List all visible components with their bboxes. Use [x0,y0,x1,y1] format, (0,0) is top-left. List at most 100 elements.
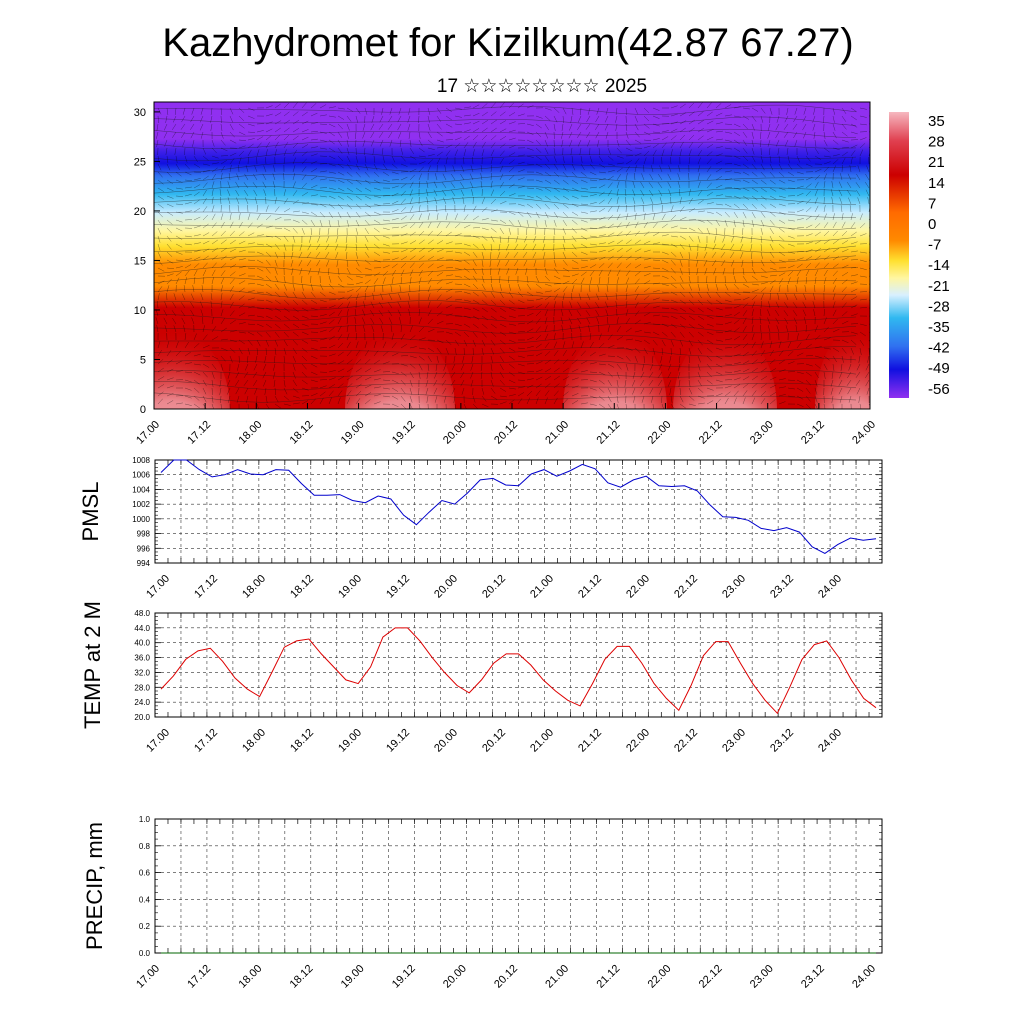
wind-barb-490 [247,149,252,157]
wind-barb-788 [769,179,776,185]
wind-barb-2544 [733,353,741,357]
wind-barb-1412 [625,239,632,245]
wind-barb-1021 [706,202,714,205]
wind-barb-2189 [418,317,422,325]
x-tick-label-12: 23.00 [720,573,748,601]
wind-barb-570 [247,156,249,165]
wind-barb-1794 [463,283,471,288]
wind-barb-2872 [805,387,811,394]
wind-barb-1405 [562,243,566,251]
x-tick-label-10: 22.00 [624,727,652,755]
wind-barb-16 [301,102,307,109]
wind-barb-389 [775,139,780,147]
wind-barb-378 [679,134,686,141]
wind-barb-1005 [562,203,569,209]
wind-barb-575 [292,157,296,165]
wind-barb-2731 [253,379,258,387]
wind-barb-435 [472,141,477,149]
wind-barb-2803 [184,387,192,391]
wind-barb-1155 [472,215,479,221]
wind-barb-237 [850,123,858,128]
wind-barb-423 [363,147,366,156]
wind-barb-1398 [498,243,501,251]
wind-barb-2165 [202,316,204,325]
wind-barb-1419 [688,243,692,251]
wind-barb-2032 [445,304,453,309]
wind-barb-1714 [463,275,471,280]
wind-barb-334 [283,134,290,141]
wind-barb-1003 [544,203,550,210]
wind-barb-2669 [418,371,421,379]
wind-barb-1765 [202,277,205,285]
wind-barb-2084 [190,309,195,317]
wind-barb-2837 [490,387,496,394]
wind-barb-55 [652,107,660,111]
wind-barb-2854 [640,387,645,395]
wind-barb-163 [180,123,186,130]
wind-barb-898 [319,195,327,198]
temperature-panel: 20.024.028.032.036.040.044.048.017.00 17.… [80,601,883,755]
wind-barb-943 [724,195,732,198]
wind-barb-799 [865,173,870,181]
wind-barb-2122 [535,310,542,317]
wind-barb-1897 [670,291,678,296]
wind-barb-45 [562,107,567,115]
wind-barb-1726 [571,273,579,277]
wind-barb-133 [634,115,638,123]
wind-barb-2504 [373,350,379,357]
y-tick-label-3: 0.6 [139,869,151,878]
wind-barb-2438 [499,347,505,354]
wind-barb-1664 [732,267,735,276]
wind-barb-2761 [526,378,534,381]
wind-barb-2777 [667,379,672,387]
wind-barb-824 [373,187,381,191]
wind-barb-2934 [641,395,645,403]
wind-barb-1014 [641,197,645,205]
wind-barb-2820 [337,383,344,389]
wind-barb-820 [337,187,345,192]
wind-barb-2378 [679,339,684,347]
wind-barb-164 [190,123,195,131]
wind-barb-66 [751,107,759,112]
wind-barb-2252 [265,331,271,338]
wind-barb-137 [670,113,678,117]
wind-barb-2096 [301,315,309,319]
wind-barb-292 [625,131,629,139]
contour-line-6 [154,173,857,185]
wind-barb-2893 [274,395,279,403]
wind-barb-2121 [526,312,534,317]
wind-barb-581 [346,163,352,170]
wind-barb-2697 [667,371,672,379]
wind-barb-2439 [508,347,516,352]
wind-barb-313 [813,131,816,139]
wind-barb-2780 [697,379,702,387]
wind-barb-223 [724,123,733,125]
wind-barb-1334 [643,231,650,237]
wind-barb-1029 [778,203,786,207]
wind-barb-550 [787,155,790,163]
wind-barb-1403 [542,243,546,251]
wind-barb-1809 [598,277,601,285]
wind-barb-2930 [607,395,612,403]
wind-barb-1700 [337,275,343,282]
heatmap-y-tick-label-25: 25 [134,156,146,168]
wind-barb-798 [856,173,861,181]
wind-barb-2434 [463,347,465,356]
wind-barb-75 [832,107,836,115]
wind-barb-1533 [274,259,278,267]
wind-barb-2417 [310,347,318,351]
wind-barb-2128 [585,310,591,317]
wind-barb-516 [481,149,485,157]
wind-barb-1757 [850,274,858,277]
wind-barb-1556 [481,259,484,267]
wind-barb-1818 [679,283,685,290]
wind-barb-371 [616,139,620,147]
wind-barb-1187 [760,219,765,227]
wind-barb-2453 [634,347,641,353]
wind-barb-1089 [598,208,606,213]
wind-barb-1239 [508,227,511,235]
wind-barb-872 [805,183,812,189]
wind-barb-1596 [841,257,849,261]
wind-barb-1130 [247,213,251,221]
wind-barb-1558 [497,259,501,267]
